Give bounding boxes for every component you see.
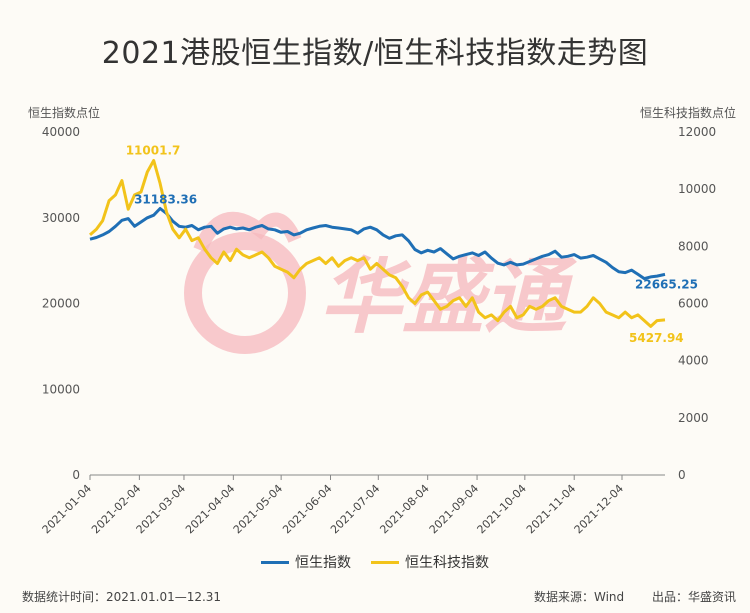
legend-item-hstech[interactable]: 恒生科技指数 <box>371 552 489 572</box>
chart-title: 2021港股恒生指数/恒生科技指数走势图 <box>101 36 649 71</box>
y-left-tick-label: 30000 <box>42 211 80 225</box>
series-line-hstech <box>89 159 666 328</box>
y-left-tick-label: 20000 <box>42 297 80 311</box>
x-tick-label: 2021-06-04 <box>280 482 334 536</box>
y-right-tick-label: 2000 <box>678 411 709 425</box>
legend-label-hsi: 恒生指数 <box>295 555 351 571</box>
x-tick-label: 2021-09-04 <box>427 482 481 536</box>
watermark-text: 华盛通 <box>320 250 577 345</box>
footer-publisher: 出品：华盛资讯 <box>651 590 736 604</box>
x-tick-label: 2021-07-04 <box>328 482 382 536</box>
x-tick-label: 2021-04-04 <box>183 482 237 536</box>
x-tick-label: 2021-12-04 <box>572 482 626 536</box>
x-tick-label: 2021-10-04 <box>475 482 529 536</box>
x-tick-label: 2021-05-04 <box>231 482 285 536</box>
right-axis-title: 恒生科技指数点位 <box>639 106 736 120</box>
y-right-tick-label: 8000 <box>678 239 709 253</box>
footer-right: 数据来源：Wind 出品：华盛资讯 <box>510 588 736 605</box>
y-left-tick-label: 40000 <box>42 125 80 139</box>
x-tick-label: 2021-01-04 <box>40 482 94 536</box>
footer-period: 数据统计时间：2021.01.01—12.31 <box>22 590 222 604</box>
watermark-ring <box>184 232 306 354</box>
legend-label-hstech: 恒生科技指数 <box>405 555 489 571</box>
y-right-tick-label: 12000 <box>678 125 716 139</box>
y-right-tick-label: 6000 <box>678 297 709 311</box>
y-left-tick-label: 0 <box>72 468 80 482</box>
legend-swatch-hsi <box>261 560 289 564</box>
x-tick-label: 2021-08-04 <box>377 482 431 536</box>
legend-swatch-hstech <box>371 560 399 564</box>
series-line-hsi <box>89 207 666 281</box>
data-labels: 11001.7 31183.36 22665.25 5427.94 <box>126 144 698 345</box>
y-right-tick-label: 0 <box>678 468 686 482</box>
y-left-tick-label: 10000 <box>42 382 80 396</box>
data-label: 31183.36 <box>134 193 197 207</box>
data-label: 11001.7 <box>126 144 181 158</box>
legend-item-hsi[interactable]: 恒生指数 <box>261 552 351 572</box>
legend: 恒生指数 恒生科技指数 <box>0 552 750 572</box>
y-right-tick-label: 10000 <box>678 182 716 196</box>
footer-source: 数据来源：Wind <box>533 590 625 604</box>
series-lines <box>89 159 666 328</box>
x-tick-label: 2021-11-04 <box>524 482 578 536</box>
watermark-logo: 华盛通 <box>184 211 577 354</box>
left-axis-title: 恒生指数点位 <box>28 106 101 120</box>
data-label: 22665.25 <box>635 278 698 292</box>
y-right-tick-label: 4000 <box>678 354 709 368</box>
watermark-arrow <box>212 277 283 323</box>
data-label: 5427.94 <box>629 331 684 345</box>
